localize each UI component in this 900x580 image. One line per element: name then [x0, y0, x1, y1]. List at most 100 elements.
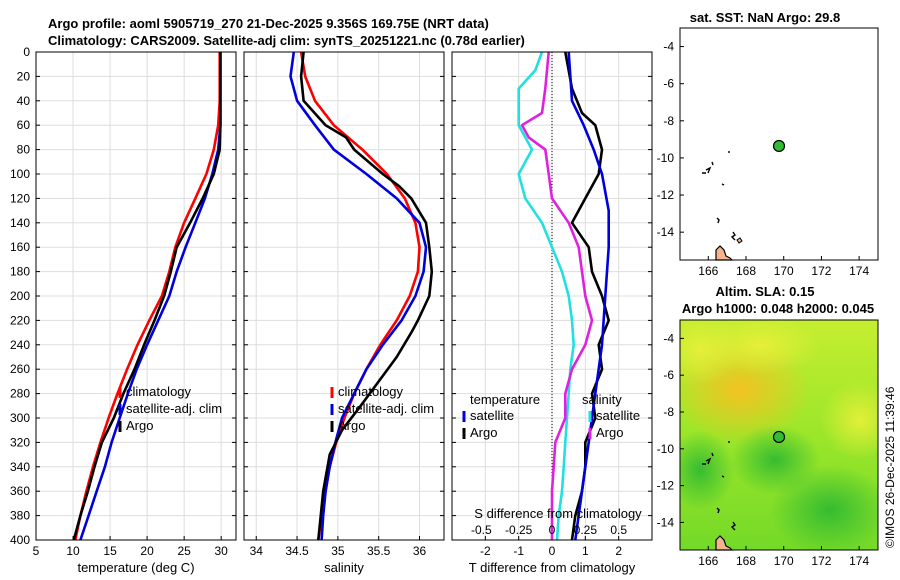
- x-axis-label: T difference from climatology: [469, 560, 636, 575]
- legend-label: satellite-adj. clim: [338, 401, 434, 416]
- sst-map-land: [736, 237, 743, 244]
- legend-header: temperature: [470, 392, 540, 407]
- x-tick-label: 15: [103, 544, 117, 558]
- sla-map: 166 168 170 172 174 -4 -6 -8 -10 -12 -14: [657, 319, 879, 568]
- figure-title-line2: Climatology: CARS2009. Satellite-adj cli…: [48, 33, 525, 48]
- y-tick-label: -4: [663, 40, 674, 54]
- sla-map-land: [715, 535, 734, 551]
- x-tick-label: 25: [177, 544, 191, 558]
- y-tick-label: -10: [657, 442, 675, 456]
- legend-label: satellite: [596, 408, 640, 423]
- x-tick-label: 166: [698, 554, 718, 568]
- x-tick-label: -2: [480, 544, 491, 558]
- sst-map-land: [715, 245, 734, 261]
- x-tick-label: 168: [736, 554, 756, 568]
- y-tick-label: 100: [10, 167, 30, 181]
- legend-label: climatology: [126, 384, 192, 399]
- sst-map: 166 168 170 172 174 -4 -6 -8 -10 -12 -14: [657, 27, 879, 278]
- y-tick-label: -12: [657, 479, 675, 493]
- plot-frame: [243, 51, 445, 541]
- y-tick-label: -8: [663, 405, 674, 419]
- sla-map-title-line2: Argo h1000: 0.048 h2000: 0.045: [682, 301, 874, 316]
- series-line-black: [299, 51, 434, 541]
- x-tick-label: 168: [736, 264, 756, 278]
- x-axis-label: salinity: [324, 560, 364, 575]
- y-tick-label: 20: [17, 69, 31, 83]
- y-tick-label: 360: [10, 484, 30, 498]
- legend-label: climatology: [338, 384, 404, 399]
- x-tick-label: 36: [413, 544, 427, 558]
- top-x-tick-label: 0.5: [610, 523, 627, 537]
- figure-title-line1: Argo profile: aoml 5905719_270 21-Dec-20…: [48, 16, 489, 31]
- y-tick-label: 300: [10, 411, 30, 425]
- x-tick-label: 35: [331, 544, 345, 558]
- argo-location-marker: [772, 139, 786, 153]
- x-tick-label: 35.5: [367, 544, 391, 558]
- y-tick-label: 180: [10, 265, 30, 279]
- series-line-black: [72, 52, 222, 541]
- sla-map-coastline: [702, 441, 736, 531]
- y-tick-label: 220: [10, 313, 30, 327]
- x-tick-label: 0: [549, 544, 556, 558]
- sst-map-title: sat. SST: NaN Argo: 29.8: [690, 10, 841, 25]
- y-tick-label: -10: [657, 151, 675, 165]
- salinity-panel: 34 34.5 35 35.5 36 salinity climatology satelli…: [243, 51, 445, 575]
- y-tick-label: 120: [10, 191, 30, 205]
- sla-map-frame: [679, 319, 879, 551]
- y-tick-label: 400: [10, 533, 30, 547]
- series-line-magenta: [520, 51, 594, 540]
- y-tick-label: 320: [10, 435, 30, 449]
- y-tick-label: 200: [10, 289, 30, 303]
- series-line-blue: [289, 51, 428, 541]
- x-tick-label: 34: [250, 544, 264, 558]
- x-tick-label: 1: [582, 544, 589, 558]
- x-tick-label: 174: [849, 554, 869, 568]
- plot-frame: [451, 51, 653, 541]
- x-tick-label: -1: [513, 544, 524, 558]
- x-tick-label: 30: [215, 544, 229, 558]
- legend-label: Argo: [470, 425, 497, 440]
- x-axis-label: temperature (deg C): [77, 560, 194, 575]
- series-line-blue: [567, 51, 611, 541]
- y-tick-label: 160: [10, 240, 30, 254]
- x-tick-label: 170: [774, 554, 794, 568]
- y-tick-label: 0: [23, 45, 30, 59]
- top-x-tick-label: 0: [549, 523, 556, 537]
- y-tick-label: -14: [657, 225, 675, 239]
- y-tick-label: 240: [10, 338, 30, 352]
- sla-heatmap: [680, 320, 878, 550]
- y-tick-label: -8: [663, 114, 674, 128]
- sla-map-title-line1: Altim. SLA: 0.15: [716, 284, 815, 299]
- y-tick-label: 80: [17, 143, 31, 157]
- y-tick-label: 140: [10, 216, 30, 230]
- series-line-cyan: [517, 51, 576, 541]
- x-tick-label: 10: [66, 544, 80, 558]
- y-tick-label: 60: [17, 118, 31, 132]
- legend-label: satellite: [470, 408, 514, 423]
- x-tick-label: 172: [811, 554, 831, 568]
- top-x-tick-label: -0.5: [471, 523, 492, 537]
- legend-label: satellite-adj. clim: [126, 401, 222, 416]
- legend-label: Argo: [338, 418, 365, 433]
- legend-label: Argo: [126, 418, 153, 433]
- y-tick-label: 40: [17, 94, 31, 108]
- top-axis-label: S difference from climatology: [474, 506, 642, 521]
- x-tick-label: 20: [140, 544, 154, 558]
- plot-frame: [35, 51, 237, 541]
- argo-location-marker: [772, 430, 786, 444]
- top-x-tick-label: 0.25: [574, 523, 598, 537]
- x-tick-label: 170: [774, 264, 794, 278]
- y-tick-label: -14: [657, 515, 675, 529]
- y-tick-label: 340: [10, 460, 30, 474]
- series-line-red: [74, 52, 221, 541]
- x-tick-label: 5: [33, 544, 40, 558]
- temperature-panel: 0 20 40 60 80 100 120 140 160 180 200 220 240 260 280 3…: [10, 45, 237, 575]
- y-tick-label: -4: [663, 331, 674, 345]
- sst-map-coastline: [702, 151, 736, 241]
- y-tick-label: -12: [657, 188, 675, 202]
- x-tick-label: 166: [698, 264, 718, 278]
- legend-label: Argo: [596, 425, 623, 440]
- difference-panel: -2 -1 0 1 2 T difference from climatology temp…: [451, 51, 653, 575]
- y-tick-label: 260: [10, 362, 30, 376]
